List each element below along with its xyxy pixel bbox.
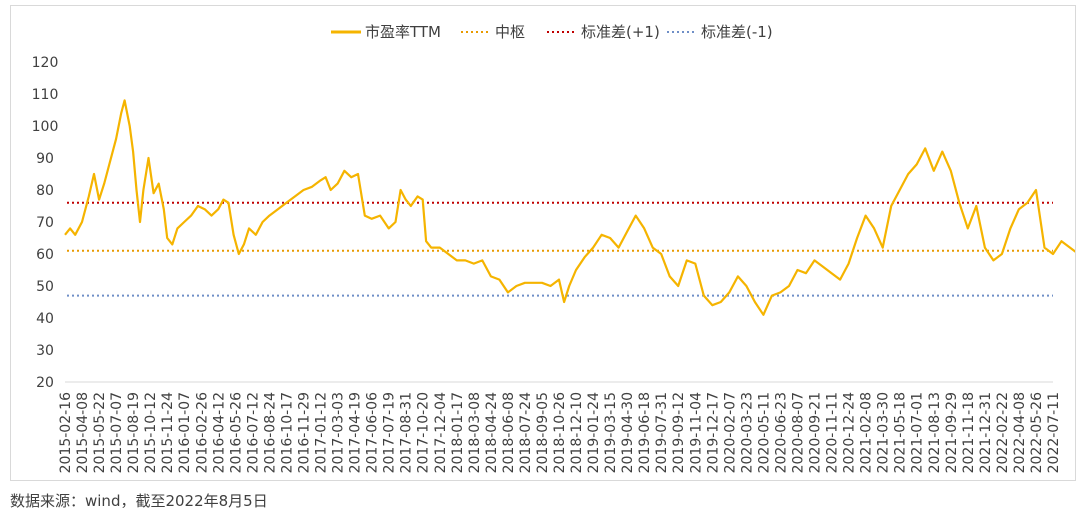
x-tick-label: 2020-02-07 <box>722 392 738 473</box>
x-tick-label: 2015-11-24 <box>160 392 176 473</box>
x-tick-label: 2021-09-29 <box>944 392 960 473</box>
x-tick-label: 2019-09-12 <box>671 392 687 473</box>
legend-label-2: 标准差(+1) <box>581 23 660 41</box>
x-tick-label: 2020-05-11 <box>756 392 772 473</box>
x-tick-label: 2019-07-31 <box>654 392 670 473</box>
x-tick-label: 2020-11-11 <box>825 392 841 473</box>
x-tick-label: 2017-07-19 <box>382 392 398 473</box>
x-tick-label: 2015-07-07 <box>109 392 125 473</box>
x-tick-label: 2015-02-16 <box>58 392 74 473</box>
x-tick-label: 2016-11-29 <box>296 392 312 473</box>
x-tick-label: 2020-03-23 <box>739 392 755 473</box>
x-tick-label: 2016-05-26 <box>228 392 244 473</box>
x-tick-label: 2022-02-22 <box>995 392 1011 473</box>
x-tick-label: 2017-06-06 <box>365 392 381 473</box>
y-tick-label-110: 110 <box>32 87 59 103</box>
y-tick-label-120: 120 <box>32 55 59 71</box>
x-tick-label: 2021-02-08 <box>859 392 875 473</box>
x-tick-label: 2018-10-26 <box>552 392 568 473</box>
legend-label-0: 市盈率TTM <box>365 23 441 41</box>
x-tick-label: 2017-01-12 <box>314 392 330 473</box>
x-tick-label: 2017-08-31 <box>399 392 415 473</box>
x-tick-label: 2016-01-07 <box>177 392 193 473</box>
y-tick-label-60: 60 <box>36 247 54 263</box>
pe-ttm-line <box>64 99 1075 316</box>
x-tick-label: 2022-05-26 <box>1029 392 1045 473</box>
x-tick-label: 2015-08-19 <box>126 392 142 473</box>
x-tick-label: 2018-09-05 <box>535 392 551 473</box>
y-tick-label-80: 80 <box>36 183 54 199</box>
x-tick-label: 2018-12-10 <box>569 392 585 473</box>
x-tick-label: 2019-03-15 <box>603 392 619 473</box>
x-tick-label: 2017-03-03 <box>331 392 347 473</box>
x-tick-label: 2017-10-20 <box>416 392 432 473</box>
x-tick-label: 2016-07-12 <box>245 392 261 473</box>
x-tick-label: 2016-10-17 <box>279 392 295 473</box>
source-note: 数据来源：wind，截至2022年8月5日 <box>10 492 268 510</box>
x-tick-label: 2020-09-21 <box>808 392 824 473</box>
y-tick-label-20: 20 <box>36 375 54 391</box>
x-tick-label: 2019-12-17 <box>705 392 721 473</box>
x-tick-label: 2015-10-12 <box>143 392 159 473</box>
x-tick-label: 2015-04-08 <box>75 392 91 473</box>
x-tick-label: 2018-03-08 <box>467 392 483 473</box>
x-tick-label: 2021-08-13 <box>927 392 943 473</box>
legend-label-3: 标准差(-1) <box>701 23 773 41</box>
x-tick-label: 2019-04-30 <box>620 392 636 473</box>
x-tick-label: 2017-04-19 <box>348 392 364 473</box>
x-tick-label: 2020-12-24 <box>842 392 858 473</box>
y-tick-label-90: 90 <box>36 151 54 167</box>
x-tick-label: 2019-01-24 <box>586 392 602 473</box>
y-tick-label-100: 100 <box>32 119 59 135</box>
x-tick-label: 2018-01-17 <box>450 392 466 473</box>
x-tick-label: 2016-02-26 <box>194 392 210 473</box>
x-tick-label: 2016-04-12 <box>211 392 227 473</box>
y-tick-label-40: 40 <box>36 311 54 327</box>
x-tick-label: 2022-04-08 <box>1012 392 1028 473</box>
x-tick-label: 2021-12-31 <box>978 392 994 473</box>
y-tick-label-50: 50 <box>36 279 54 295</box>
x-tick-label: 2017-12-04 <box>433 392 449 473</box>
y-tick-label-70: 70 <box>36 215 54 231</box>
x-tick-label: 2022-07-11 <box>1046 392 1062 473</box>
x-tick-label: 2021-05-18 <box>893 392 909 473</box>
x-tick-label: 2018-04-24 <box>484 392 500 473</box>
x-tick-label: 2021-11-18 <box>961 392 977 473</box>
x-tick-label: 2019-06-18 <box>637 392 653 473</box>
x-tick-label: 2019-11-04 <box>688 392 704 473</box>
x-tick-label: 2020-08-07 <box>790 392 806 473</box>
x-tick-label: 2018-06-08 <box>501 392 517 473</box>
x-tick-label: 2021-07-01 <box>910 392 926 473</box>
x-tick-label: 2018-07-24 <box>518 392 534 473</box>
chart-frame: 20 30 40 50 60 70 80 90 100 110 120 2015-02-16 2015-… <box>10 5 1076 481</box>
x-tick-label: 2020-06-23 <box>773 392 789 473</box>
x-tick-label: 2016-08-24 <box>262 392 278 473</box>
x-tick-label: 2015-05-22 <box>92 392 108 473</box>
legend-label-1: 中枢 <box>495 23 525 41</box>
y-tick-label-30: 30 <box>36 343 54 359</box>
x-tick-label: 2021-03-30 <box>876 392 892 473</box>
